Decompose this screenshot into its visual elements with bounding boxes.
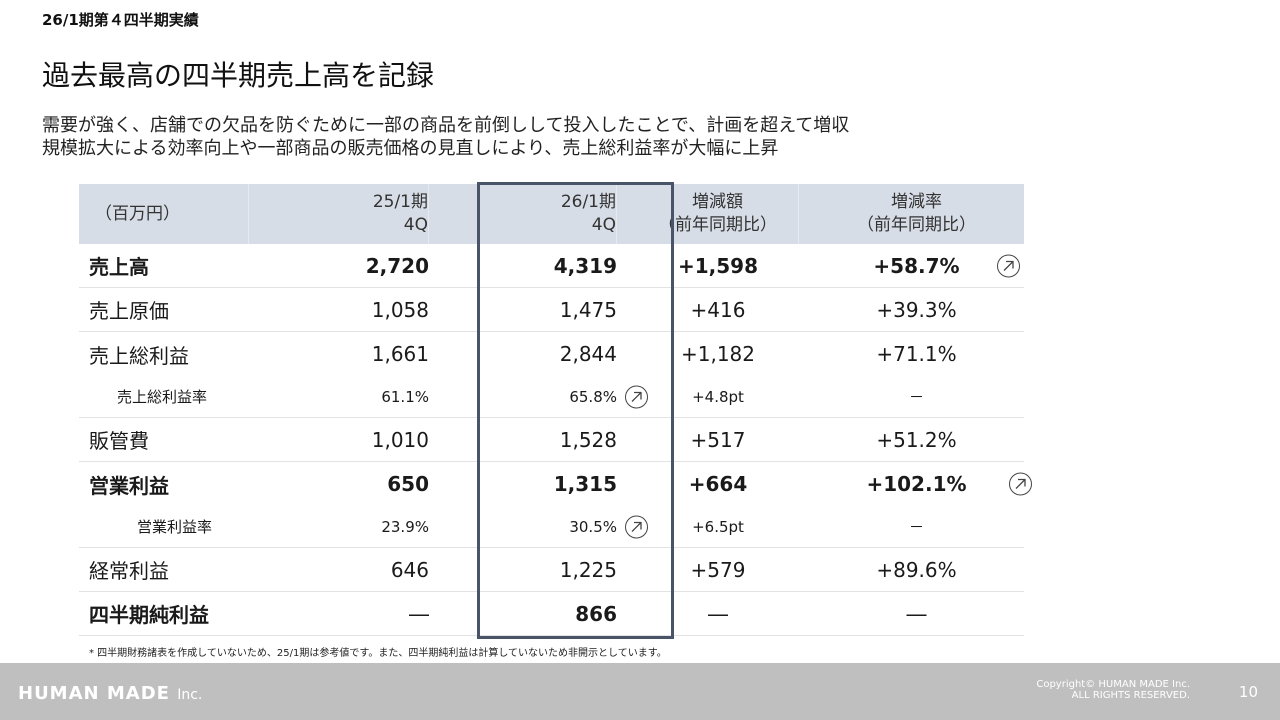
rate-value: +102.1%: [866, 472, 967, 496]
prev-value: 61.1%: [381, 387, 429, 406]
rate-cell: +58.7%: [799, 254, 1024, 278]
curr-value: 1,475: [559, 297, 617, 322]
footnote: * 四半期財務諸表を作成していないため、25/1期は参考値です。また、四半期純利…: [89, 648, 667, 659]
brand-logo: HUMAN MADE Inc.: [18, 683, 203, 704]
curr-value: 65.8%: [569, 387, 617, 406]
curr-value: 1,225: [559, 557, 617, 582]
prev-value: 1,010: [371, 427, 429, 452]
column-header-prev: 25/1期 4Q: [249, 184, 429, 244]
column-header-unit: （百万円）: [79, 184, 249, 244]
rate-value: －: [908, 518, 924, 536]
description-line-2: 規模拡大による効率向上や一部商品の販売価格の見直しにより、売上総利益率が大幅に上…: [42, 138, 779, 159]
description-line-1: 需要が強く、店舗での欠品を防ぐために一部の商品を前倒しして投入したことで、計画を…: [42, 115, 850, 136]
current-period-highlight: [477, 182, 674, 639]
row-label: 四半期純利益: [89, 603, 209, 627]
arrow-up-right-circle-icon: [1009, 472, 1032, 496]
prev-value: 23.9%: [381, 517, 429, 536]
curr-value: 4,319: [553, 253, 617, 278]
row-label: 営業利益率: [137, 518, 213, 536]
table-row: 営業利益 650 1,315 +664 +102.1%: [79, 462, 1032, 506]
rate-value: ―: [906, 601, 927, 626]
rate-value: +51.2%: [876, 427, 957, 452]
rate-value: －: [908, 388, 924, 406]
curr-value: 2,844: [559, 342, 617, 366]
diff-value: +664: [688, 472, 748, 496]
prev-value: 2,720: [365, 253, 429, 278]
diff-value: +4.8pt: [692, 387, 744, 406]
arrow-up-right-circle-icon: [625, 385, 648, 408]
footer: HUMAN MADE Inc. Copyright© HUMAN MADE In…: [0, 663, 1280, 720]
arrow-up-right-circle-icon: [997, 254, 1020, 277]
column-header-rate: 増減率 （前年同期比）: [857, 192, 976, 235]
row-label: 売上原価: [89, 299, 169, 323]
row-label: 営業利益: [89, 473, 169, 498]
row-label: 売上高: [89, 255, 149, 279]
table-row: 販管費 1,010 1,528 +517 +51.2%: [79, 418, 1024, 462]
diff-value: +1,182: [680, 342, 755, 366]
row-label: 売上総利益率: [117, 388, 208, 406]
diff-value: +579: [690, 557, 746, 582]
curr-value: 1,315: [553, 472, 617, 496]
table-row: 売上総利益率 61.1% 65.8% +4.8pt －: [79, 376, 1024, 418]
prev-value: ―: [409, 601, 429, 626]
diff-value: +6.5pt: [692, 517, 744, 536]
table-header: （百万円） 25/1期 4Q 26/1期 4Q 増減額 （前年同期比） 増減率 …: [79, 184, 1024, 244]
column-header-curr: 26/1期 4Q: [429, 184, 617, 244]
rate-value: +58.7%: [873, 253, 960, 278]
table-row: 売上高 2,720 4,319 +1,598 +58.7%: [79, 244, 1024, 288]
prev-value: 650: [387, 472, 429, 496]
row-label: 売上総利益: [89, 343, 189, 368]
arrow-up-right-circle-icon: [625, 515, 648, 538]
column-header-diff: 増減額 （前年同期比）: [617, 184, 799, 244]
table-row: 売上原価 1,058 1,475 +416 +39.3%: [79, 288, 1024, 332]
curr-cell: 65.8%: [429, 385, 648, 408]
description: 需要が強く、店舗での欠品を防ぐために一部の商品を前倒しして投入したことで、計画を…: [42, 114, 849, 160]
diff-value: ―: [708, 601, 728, 626]
table-row: 四半期純利益 ― 866 ― ―: [79, 592, 1024, 636]
curr-value: 866: [575, 601, 617, 626]
rate-value: +39.3%: [876, 297, 957, 322]
results-table: （百万円） 25/1期 4Q 26/1期 4Q 増減額 （前年同期比） 増減率 …: [79, 184, 1032, 636]
rate-value: +71.1%: [876, 342, 957, 366]
prev-value: 646: [390, 557, 429, 582]
curr-value: 30.5%: [569, 517, 617, 536]
row-label: 販管費: [89, 429, 149, 453]
table-row: 経常利益 646 1,225 +579 +89.6%: [79, 548, 1024, 592]
rate-value: +89.6%: [876, 557, 957, 582]
prev-value: 1,661: [371, 342, 429, 366]
prev-value: 1,058: [371, 297, 429, 322]
diff-value: +416: [690, 297, 746, 322]
copyright: Copyright© HUMAN MADE Inc. ALL RIGHTS RE…: [1036, 679, 1190, 701]
page-title: 過去最高の四半期売上高を記録: [42, 59, 435, 92]
rate-cell: +102.1%: [799, 472, 1032, 496]
section-label: 26/1期第４四半期実績: [42, 11, 199, 29]
table-row: 売上総利益 1,661 2,844 +1,182 +71.1%: [79, 332, 1024, 376]
diff-value: +517: [690, 427, 746, 452]
diff-value: +1,598: [677, 253, 759, 278]
curr-value: 1,528: [559, 427, 617, 452]
table-row: 営業利益率 23.9% 30.5% +6.5pt －: [79, 506, 1024, 548]
row-label: 経常利益: [89, 559, 169, 583]
curr-cell: 30.5%: [429, 515, 648, 538]
page-number: 10: [1238, 683, 1258, 701]
